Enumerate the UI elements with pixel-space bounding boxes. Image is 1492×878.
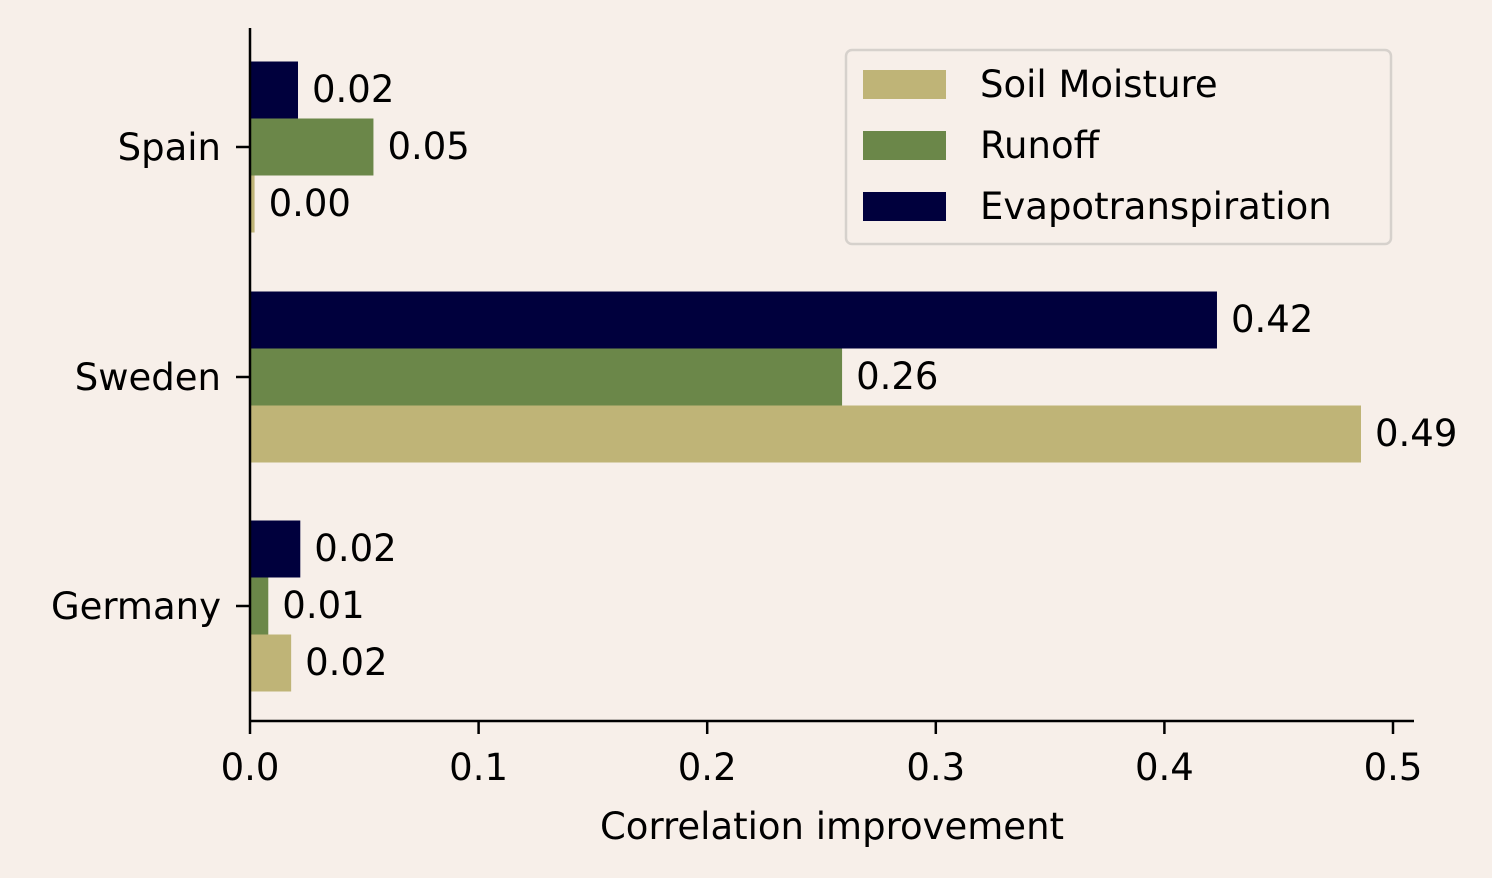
value-labels-layer: 0.00 0.05 0.02 0.49 0.26 0.42 0.02 0.01 0.02	[269, 68, 1458, 684]
bar-germany-runoff	[250, 577, 269, 635]
value-label-spain-runoff: 0.05	[387, 125, 469, 168]
y-tick-label-sweden: Sweden	[75, 356, 221, 399]
bar-sweden-runoff	[250, 348, 843, 406]
value-label-sweden-runoff: 0.26	[856, 355, 938, 398]
x-tick-label: 0.1	[449, 746, 508, 789]
bars-layer	[250, 61, 1361, 692]
x-tick-label: 0.0	[221, 746, 280, 789]
value-label-germany-soil-moisture: 0.02	[305, 641, 387, 684]
bar-spain-soil-moisture	[250, 175, 255, 233]
legend-label-runoff: Runoff	[980, 124, 1101, 167]
x-axis-label: Correlation improvement	[600, 805, 1064, 848]
value-label-sweden-soil-moisture: 0.49	[1375, 412, 1457, 455]
bar-sweden-soil-moisture	[250, 405, 1361, 463]
legend-swatch-soil-moisture	[863, 70, 946, 99]
legend-frame	[844, 48, 1393, 246]
value-label-germany-evapotranspiration: 0.02	[314, 527, 396, 570]
bar-spain-runoff	[250, 118, 374, 176]
bar-germany-evapotranspiration	[250, 520, 301, 578]
legend-swatch-runoff	[863, 131, 946, 160]
value-label-spain-soil-moisture: 0.00	[269, 182, 351, 225]
legend-label-soil-moisture: Soil Moisture	[980, 63, 1218, 106]
x-tick-label: 0.4	[1135, 746, 1194, 789]
x-ticks: 0.0 0.1 0.2 0.3 0.4 0.5	[221, 721, 1423, 789]
legend-swatch-evapotranspiration	[863, 192, 946, 221]
x-tick-label: 0.3	[906, 746, 965, 789]
x-tick-label: 0.2	[678, 746, 737, 789]
legend: Soil Moisture Runoff Evapotranspiration	[844, 48, 1393, 246]
value-label-sweden-evapotranspiration: 0.42	[1231, 298, 1313, 341]
bar-sweden-evapotranspiration	[250, 291, 1217, 349]
value-label-germany-runoff: 0.01	[282, 584, 364, 627]
value-label-spain-evapotranspiration: 0.02	[312, 68, 394, 111]
y-ticks: Spain Sweden Germany	[51, 126, 250, 628]
y-tick-label-germany: Germany	[51, 585, 221, 628]
x-tick-label: 0.5	[1364, 746, 1423, 789]
bar-spain-evapotranspiration	[250, 61, 299, 119]
legend-label-evapotranspiration: Evapotranspiration	[980, 185, 1332, 228]
y-tick-label-spain: Spain	[118, 126, 221, 169]
bar-germany-soil-moisture	[250, 634, 292, 692]
